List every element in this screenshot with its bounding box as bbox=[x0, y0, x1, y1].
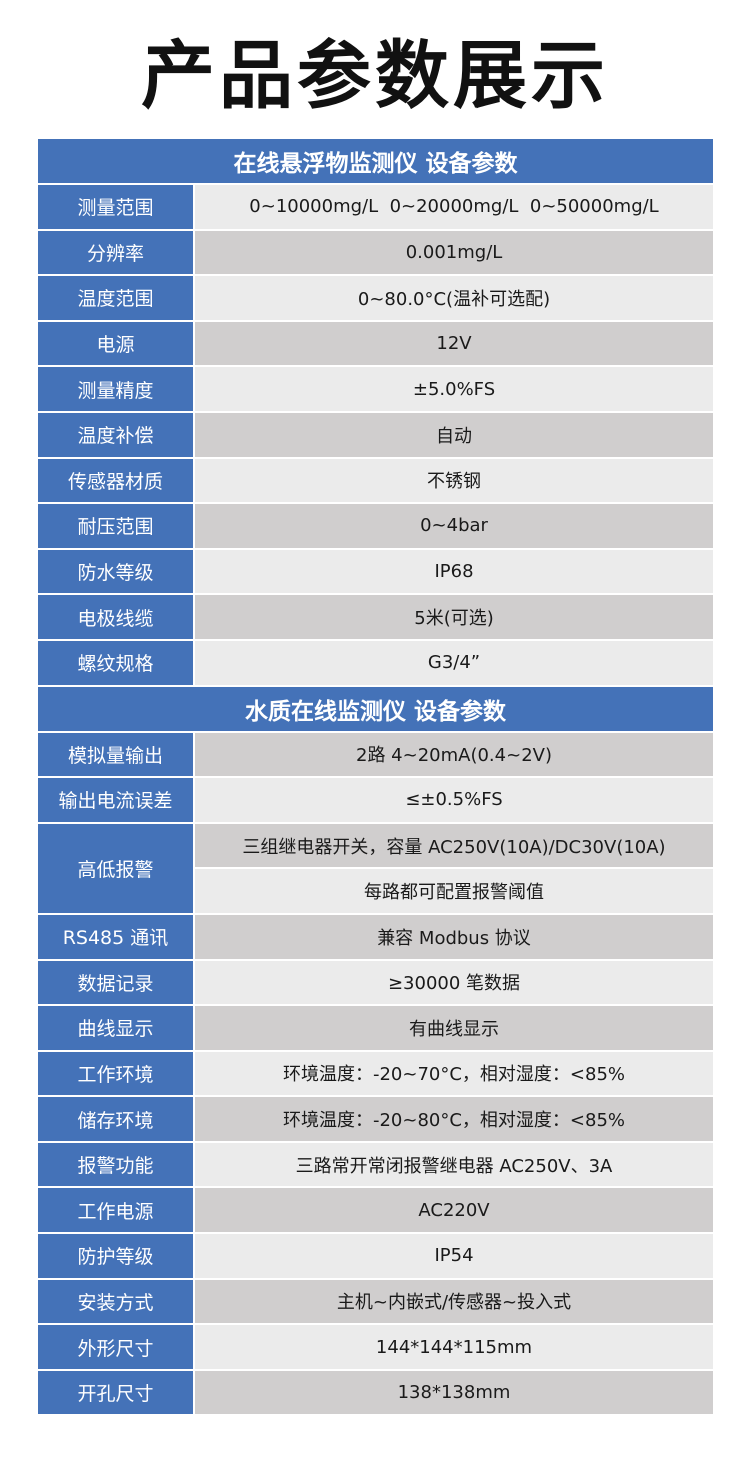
row-value: IP68 bbox=[195, 549, 713, 594]
row-value: 0.001mg/L bbox=[195, 230, 713, 275]
row-label: 数据记录 bbox=[38, 960, 193, 1005]
row-value: AC220V bbox=[195, 1188, 713, 1233]
row-label: 工作电源 bbox=[38, 1188, 193, 1233]
table-row: 工作电源 AC220V bbox=[38, 1188, 713, 1233]
row-value: 主机~内嵌式/传感器~投入式 bbox=[195, 1279, 713, 1324]
row-value: 环境温度：-20~80°C，相对湿度：<85% bbox=[195, 1097, 713, 1141]
table-row: 温度补偿 自动 bbox=[38, 412, 713, 457]
row-label: 防护等级 bbox=[38, 1234, 193, 1278]
row-label: 测量精度 bbox=[38, 367, 193, 411]
table-row: 开孔尺寸 138*138mm bbox=[38, 1370, 713, 1415]
parameter-table: 在线悬浮物监测仪 设备参数 测量范围 0~10000mg/L 0~20000mg/L… bbox=[38, 139, 713, 1415]
table-row: 电源 12V bbox=[38, 321, 713, 366]
row-label: 测量范围 bbox=[38, 185, 193, 229]
row-value: ±5.0%FS bbox=[195, 367, 713, 411]
row-value: 不锈钢 bbox=[195, 458, 713, 503]
table-row: 输出电流误差 ≤±0.5%FS bbox=[38, 778, 713, 822]
row-label: 传感器材质 bbox=[38, 458, 193, 503]
table-row: 高低报警 三组继电器开关，容量 AC250V(10A)/DC30V(10A) 每路都… bbox=[38, 823, 713, 913]
table-row: 外形尺寸 144*144*115mm bbox=[38, 1325, 713, 1369]
table-row: 测量精度 ±5.0%FS bbox=[38, 367, 713, 411]
table-row: 储存环境 环境温度：-20~80°C，相对湿度：<85% bbox=[38, 1097, 713, 1141]
table-row: 模拟量输出 2路 4~20mA(0.4~2V) bbox=[38, 732, 713, 777]
row-label: 曲线显示 bbox=[38, 1006, 193, 1050]
row-value: ≤±0.5%FS bbox=[195, 778, 713, 822]
row-label: 螺纹规格 bbox=[38, 640, 193, 685]
row-value: 2路 4~20mA(0.4~2V) bbox=[195, 732, 713, 777]
row-value: 自动 bbox=[195, 412, 713, 457]
table-row: 工作环境 环境温度：-20~70°C，相对湿度：<85% bbox=[38, 1051, 713, 1096]
row-label: 开孔尺寸 bbox=[38, 1370, 193, 1415]
row-label: 安装方式 bbox=[38, 1279, 193, 1324]
row-value: 5米(可选) bbox=[195, 595, 713, 639]
row-label: 防水等级 bbox=[38, 549, 193, 594]
row-value: 138*138mm bbox=[195, 1370, 713, 1415]
row-value: IP54 bbox=[195, 1234, 713, 1278]
row-value: 三组继电器开关，容量 AC250V(10A)/DC30V(10A) bbox=[195, 823, 713, 868]
table-row: 电极线缆 5米(可选) bbox=[38, 595, 713, 639]
table-row: 防护等级 IP54 bbox=[38, 1234, 713, 1278]
row-label: 耐压范围 bbox=[38, 504, 193, 548]
row-label: 模拟量输出 bbox=[38, 732, 193, 777]
row-label: 分辨率 bbox=[38, 230, 193, 275]
row-value: 0~10000mg/L 0~20000mg/L 0~50000mg/L bbox=[195, 185, 713, 229]
table-row: 传感器材质 不锈钢 bbox=[38, 458, 713, 503]
row-value: 0~80.0°C(温补可选配) bbox=[195, 276, 713, 320]
row-label: 储存环境 bbox=[38, 1097, 193, 1141]
row-value: G3/4” bbox=[195, 640, 713, 685]
row-label: RS485 通讯 bbox=[38, 914, 193, 959]
row-value: 144*144*115mm bbox=[195, 1325, 713, 1369]
section-header: 在线悬浮物监测仪 设备参数 bbox=[38, 139, 713, 183]
row-value: 三路常开常闭报警继电器 AC250V、3A bbox=[195, 1142, 713, 1187]
table-row: 数据记录 ≥30000 笔数据 bbox=[38, 960, 713, 1005]
table-row: 安装方式 主机~内嵌式/传感器~投入式 bbox=[38, 1279, 713, 1324]
table-row: 测量范围 0~10000mg/L 0~20000mg/L 0~50000mg/L bbox=[38, 185, 713, 229]
row-value: 0~4bar bbox=[195, 504, 713, 548]
page-title: 产品参数展示 bbox=[141, 33, 609, 119]
row-label: 工作环境 bbox=[38, 1051, 193, 1096]
row-label: 电源 bbox=[38, 321, 193, 366]
row-label: 外形尺寸 bbox=[38, 1325, 193, 1369]
row-value: 有曲线显示 bbox=[195, 1006, 713, 1050]
row-label: 输出电流误差 bbox=[38, 778, 193, 822]
table-row: 报警功能 三路常开常闭报警继电器 AC250V、3A bbox=[38, 1142, 713, 1187]
row-value: ≥30000 笔数据 bbox=[195, 960, 713, 1005]
table-row: 防水等级 IP68 bbox=[38, 549, 713, 594]
table-row: 螺纹规格 G3/4” bbox=[38, 640, 713, 685]
row-label: 温度范围 bbox=[38, 276, 193, 320]
table-row: 分辨率 0.001mg/L bbox=[38, 230, 713, 275]
table-row: 温度范围 0~80.0°C(温补可选配) bbox=[38, 276, 713, 320]
row-label: 报警功能 bbox=[38, 1142, 193, 1187]
table-row: RS485 通讯 兼容 Modbus 协议 bbox=[38, 914, 713, 959]
row-label: 温度补偿 bbox=[38, 412, 193, 457]
row-label: 高低报警 bbox=[38, 823, 193, 913]
row-value: 12V bbox=[195, 321, 713, 366]
row-label: 电极线缆 bbox=[38, 595, 193, 639]
row-value: 兼容 Modbus 协议 bbox=[195, 914, 713, 959]
table-row: 曲线显示 有曲线显示 bbox=[38, 1006, 713, 1050]
row-value: 每路都可配置报警阈值 bbox=[195, 869, 713, 913]
section-header: 水质在线监测仪 设备参数 bbox=[38, 686, 713, 731]
row-value: 环境温度：-20~70°C，相对湿度：<85% bbox=[195, 1051, 713, 1096]
table-row: 耐压范围 0~4bar bbox=[38, 504, 713, 548]
